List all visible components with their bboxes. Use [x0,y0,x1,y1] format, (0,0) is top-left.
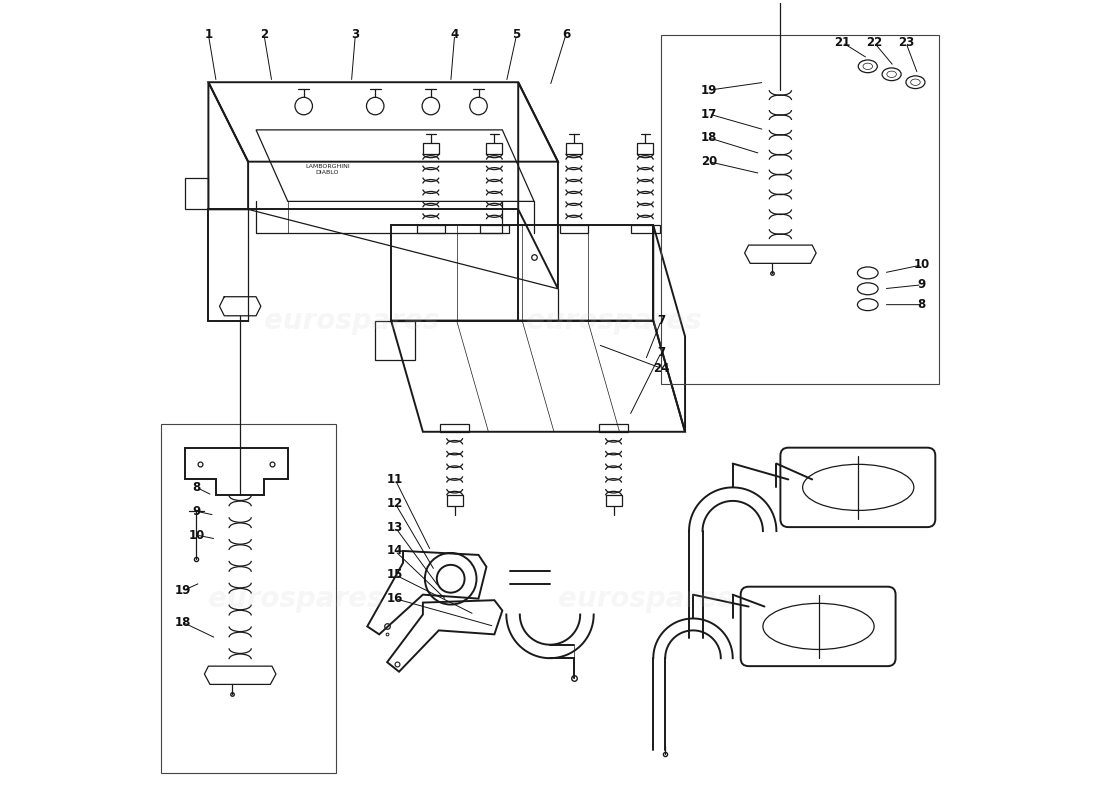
Text: 20: 20 [701,155,717,168]
Text: 4: 4 [451,28,459,41]
Text: 11: 11 [387,473,404,486]
Text: 10: 10 [188,529,205,542]
Text: 14: 14 [387,545,404,558]
Text: 8: 8 [917,298,926,311]
Text: 9: 9 [917,278,926,291]
Text: 1: 1 [205,28,212,41]
Text: eurospares: eurospares [264,306,439,334]
Text: 16: 16 [387,592,404,605]
Text: 6: 6 [562,28,570,41]
Text: eurospares: eurospares [558,585,733,613]
Text: 21: 21 [834,36,850,49]
Text: 13: 13 [387,521,404,534]
Text: 24: 24 [653,362,670,374]
Text: 17: 17 [701,107,717,121]
Text: eurospares: eurospares [526,306,702,334]
Text: 12: 12 [387,497,404,510]
Text: 7: 7 [657,346,665,359]
Text: 22: 22 [866,36,882,49]
Text: 23: 23 [898,36,914,49]
Text: 18: 18 [175,616,191,629]
Text: 10: 10 [914,258,929,271]
Text: LAMBORGHINI
DIABLO: LAMBORGHINI DIABLO [305,164,350,175]
Text: 19: 19 [701,84,717,97]
Text: 5: 5 [513,28,520,41]
Text: 2: 2 [260,28,268,41]
Text: 9: 9 [192,505,200,518]
Text: 7: 7 [657,314,665,327]
Text: 18: 18 [701,131,717,144]
Text: 15: 15 [387,568,404,582]
Text: 8: 8 [192,481,200,494]
Text: 19: 19 [175,584,191,597]
Text: eurospares: eurospares [208,585,384,613]
Text: 3: 3 [351,28,360,41]
